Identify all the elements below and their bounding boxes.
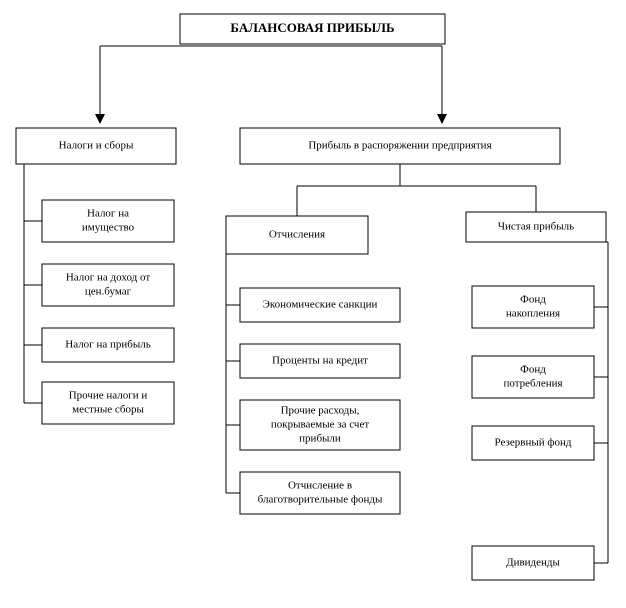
node-n3-label: Резервный фонд bbox=[495, 437, 572, 449]
node-tax1-label: имущество bbox=[82, 222, 135, 234]
node-tax1-label: Налог на bbox=[87, 208, 129, 220]
node-n4-label: Дивиденды bbox=[506, 557, 560, 569]
node-n2: Фонд потребления bbox=[472, 356, 594, 398]
node-taxes: Налоги и сборы bbox=[16, 128, 176, 164]
node-tax3: Налог на прибыль bbox=[42, 328, 174, 362]
node-avail-label: Прибыль в распоряжении предприятия bbox=[308, 140, 491, 152]
node-d3: Прочие расходы, покрываемые за счет прибыл… bbox=[240, 400, 400, 450]
node-net: Чистая прибыль bbox=[466, 212, 606, 242]
node-d2: Проценты на кредит bbox=[240, 344, 400, 378]
node-deduc: Отчисления bbox=[226, 216, 368, 254]
node-n2-label: потребления bbox=[503, 378, 562, 390]
node-tax2-label: Налог на доход от bbox=[66, 272, 150, 284]
node-tax2: Налог на доход от цен.бумаг bbox=[42, 264, 174, 306]
node-d4-label: благотворительные фонды bbox=[258, 494, 383, 506]
node-d3-label: прибыли bbox=[299, 433, 341, 445]
node-n1: Фонд накопления bbox=[472, 286, 594, 328]
node-avail: Прибыль в распоряжении предприятия bbox=[240, 128, 560, 164]
node-n1-label: Фонд bbox=[520, 294, 546, 306]
node-d2-label: Проценты на кредит bbox=[272, 355, 368, 367]
node-d3-label: покрываемые за счет bbox=[271, 419, 369, 431]
node-d3-label: Прочие расходы, bbox=[281, 405, 360, 417]
node-root: БАЛАНСОВАЯ ПРИБЫЛЬ bbox=[180, 14, 445, 44]
node-tax1: Налог на имущество bbox=[42, 200, 174, 242]
node-tax2-label: цен.бумаг bbox=[85, 286, 132, 298]
node-tax3-label: Налог на прибыль bbox=[65, 339, 150, 351]
node-n1-label: накопления bbox=[506, 308, 560, 320]
node-d1: Экономические санкции bbox=[240, 288, 400, 322]
node-n2-label: Фонд bbox=[520, 364, 546, 376]
node-n4: Дивиденды bbox=[472, 546, 594, 580]
node-d1-label: Экономические санкции bbox=[263, 299, 378, 311]
profit-distribution-diagram: БАЛАНСОВАЯ ПРИБЫЛЬ Налоги и сборы Прибыль … bbox=[0, 0, 626, 608]
node-deduc-label: Отчисления bbox=[269, 229, 325, 241]
node-tax4-label: Прочие налоги и bbox=[69, 390, 148, 402]
node-taxes-label: Налоги и сборы bbox=[59, 140, 134, 152]
node-n3: Резервный фонд bbox=[472, 426, 594, 460]
node-d4-label: Отчисление в bbox=[288, 480, 352, 492]
node-root-label: БАЛАНСОВАЯ ПРИБЫЛЬ bbox=[230, 20, 394, 35]
node-tax4: Прочие налоги и местные сборы bbox=[42, 382, 174, 424]
node-d4: Отчисление в благотворительные фонды bbox=[240, 472, 400, 514]
node-net-label: Чистая прибыль bbox=[498, 221, 574, 233]
node-tax4-label: местные сборы bbox=[72, 404, 144, 416]
